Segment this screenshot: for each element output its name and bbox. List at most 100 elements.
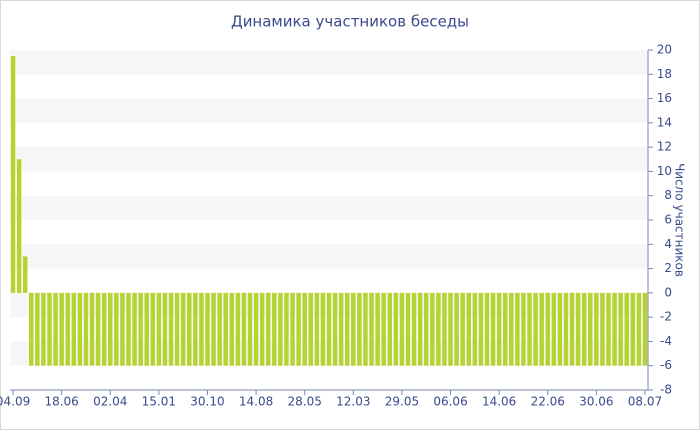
bar	[186, 292, 192, 366]
bar	[484, 292, 490, 366]
bar	[302, 292, 307, 366]
bar	[314, 292, 320, 366]
bar	[496, 292, 502, 366]
x-tick-label: 28.05	[288, 395, 322, 409]
bar	[594, 292, 599, 366]
x-tick-label: 04.09	[0, 395, 30, 409]
bar	[144, 292, 149, 366]
y-axis-label: Число участников	[673, 163, 687, 277]
y-tick-label: -6	[660, 358, 672, 372]
y-tick-label: 4	[664, 237, 672, 251]
bar	[478, 292, 484, 366]
x-tick-label: 18.06	[44, 395, 78, 409]
bar	[344, 292, 350, 366]
bar	[35, 292, 40, 366]
bar	[563, 292, 569, 366]
bar	[557, 292, 563, 366]
bar	[114, 292, 119, 366]
bar	[642, 292, 648, 366]
bar	[138, 292, 143, 366]
x-tick-label: 30.10	[190, 395, 224, 409]
y-tick-label: 0	[664, 285, 672, 299]
bar	[551, 292, 557, 366]
bar	[533, 292, 538, 366]
y-tick-label: -4	[660, 334, 672, 348]
bar	[16, 159, 22, 293]
y-tick-label: 8	[664, 188, 672, 202]
bar	[223, 292, 228, 366]
bar	[259, 292, 265, 366]
bar	[162, 292, 168, 366]
bar	[235, 292, 241, 366]
grid-band	[10, 244, 648, 269]
bar	[284, 292, 289, 366]
bar	[199, 292, 204, 366]
bar	[363, 292, 368, 366]
x-tick-label: 06.06	[433, 395, 467, 409]
x-tick-label: 14.06	[482, 395, 516, 409]
bar	[606, 292, 611, 366]
bar	[77, 292, 83, 366]
bar	[490, 292, 496, 366]
bar	[265, 292, 271, 366]
x-tick-label: 12.03	[336, 395, 370, 409]
bar	[612, 292, 617, 366]
bar	[624, 292, 629, 366]
bar	[22, 256, 28, 293]
bar	[193, 292, 198, 366]
grid-band	[10, 50, 648, 75]
grid-band	[10, 195, 648, 220]
bar	[41, 292, 46, 366]
bar	[351, 292, 356, 366]
bar	[387, 292, 393, 366]
bar	[569, 292, 575, 366]
bar	[53, 292, 58, 366]
y-tick-label: -2	[660, 310, 672, 324]
y-tick-label: 6	[664, 213, 672, 227]
bar	[423, 292, 429, 366]
x-tick-label: 29.05	[385, 395, 419, 409]
bar	[247, 292, 253, 366]
bar	[466, 292, 472, 366]
bar	[174, 292, 180, 366]
bar	[95, 292, 101, 366]
bar	[65, 292, 70, 366]
bar	[211, 292, 216, 366]
bar	[369, 292, 374, 366]
bar	[618, 292, 623, 366]
bar	[515, 292, 520, 366]
bar	[417, 292, 423, 366]
bar	[575, 292, 581, 366]
bar	[132, 292, 137, 366]
bar	[89, 292, 95, 366]
bar	[448, 292, 453, 366]
bar	[338, 292, 344, 366]
grid-band	[10, 98, 648, 123]
bar	[180, 292, 186, 366]
bar	[454, 292, 459, 366]
x-tick-label: 15.01	[142, 395, 176, 409]
bar	[71, 292, 77, 366]
bar	[472, 292, 478, 366]
y-tick-label: 10	[657, 164, 672, 178]
bar	[83, 292, 89, 366]
bar	[405, 292, 411, 366]
bar	[636, 292, 642, 366]
bar	[59, 292, 64, 366]
bar	[47, 292, 52, 366]
y-tick-label: 12	[657, 140, 672, 154]
bar	[320, 292, 326, 366]
bar	[296, 292, 301, 366]
x-tick-label: 08.07	[628, 395, 662, 409]
bar	[411, 292, 417, 366]
grid-band	[10, 147, 648, 172]
bar	[375, 292, 380, 366]
bar	[326, 292, 332, 366]
bar	[357, 292, 362, 366]
bar	[600, 292, 605, 366]
bar	[278, 292, 283, 366]
bar	[527, 292, 532, 366]
bar	[290, 292, 295, 366]
bar	[502, 292, 508, 366]
bar	[253, 292, 259, 366]
